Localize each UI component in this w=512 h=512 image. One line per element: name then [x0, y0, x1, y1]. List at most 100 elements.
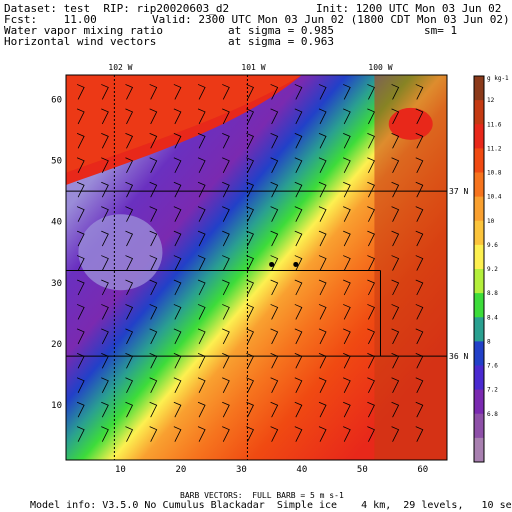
- wind-barb: [367, 84, 375, 100]
- wind-barb: [76, 132, 85, 149]
- colorbar-swatch: [474, 317, 484, 342]
- plot-frame: [65, 74, 448, 461]
- colorbar-swatch: [474, 124, 484, 149]
- wind-barb: [101, 108, 109, 125]
- wind-barb: [270, 328, 279, 345]
- x-tick-label: 30: [236, 465, 247, 475]
- wind-barb: [367, 304, 375, 320]
- wind-barb: [270, 181, 279, 198]
- wind-barb: [294, 132, 303, 149]
- wind-barb: [415, 352, 424, 369]
- y-tick-label: 10: [51, 401, 62, 411]
- wind-barb: [367, 255, 375, 271]
- wind-barb: [415, 401, 424, 418]
- wind-barb: [294, 352, 303, 369]
- wind-barb: [343, 206, 351, 222]
- longitude-label: 102 W: [108, 63, 132, 72]
- init-time: Init: 1200 UTC Mon 03 Jun 02: [316, 2, 502, 15]
- wind-barb: [294, 181, 303, 198]
- wind-barb: [367, 377, 375, 393]
- y-tick-label: 30: [51, 279, 62, 289]
- wind-barb: [318, 304, 327, 320]
- colorbar-swatch: [474, 244, 484, 270]
- wind-barb: [101, 426, 109, 442]
- wind-barb: [197, 157, 206, 173]
- wind-barb: [246, 279, 254, 296]
- wind-barb: [318, 255, 327, 271]
- wind-barb: [149, 157, 158, 173]
- wind-barb: [149, 377, 158, 393]
- wind-barb: [173, 401, 182, 418]
- wind-barb: [318, 132, 327, 149]
- wind-barb: [101, 84, 109, 100]
- wind-barb: [367, 279, 375, 296]
- wind-barb: [76, 157, 85, 173]
- wind-barb: [270, 426, 279, 442]
- wind-barb: [222, 181, 230, 198]
- wind-barb: [270, 132, 279, 149]
- wind-barb: [391, 230, 400, 247]
- wind-barb: [101, 328, 109, 345]
- wind-barb: [415, 304, 424, 320]
- wind-barb: [343, 328, 351, 345]
- wind-barb: [197, 304, 206, 320]
- wind-barb: [149, 279, 158, 296]
- forecast-hour: Fcst: 11.00: [4, 13, 97, 26]
- station-marker: [269, 261, 275, 267]
- wind-barb: [343, 304, 351, 320]
- wind-barb: [246, 132, 254, 149]
- wind-barb: [367, 230, 375, 247]
- wind-barb: [125, 426, 134, 442]
- wind-barb: [270, 304, 279, 320]
- colorbar-swatch: [474, 365, 484, 391]
- wind-barb: [101, 157, 109, 173]
- colorbar-swatch: [474, 437, 484, 463]
- wind-barb: [270, 206, 279, 222]
- wind-barb: [246, 255, 254, 271]
- wind-barb: [246, 377, 254, 393]
- wind-barb: [294, 230, 303, 247]
- colorbar-label: 10: [487, 218, 495, 225]
- wind-barb: [415, 279, 424, 296]
- wind-barb: [76, 230, 85, 247]
- wind-barb: [173, 255, 182, 271]
- wind-barb: [222, 157, 230, 173]
- wind-barb: [222, 352, 230, 369]
- wind-barb: [318, 426, 327, 442]
- wind-barb: [318, 157, 327, 173]
- wind-barb: [246, 108, 254, 125]
- colorbar-label: 11.2: [487, 145, 502, 152]
- wind-barb: [415, 181, 424, 198]
- wind-barb: [76, 108, 85, 125]
- wind-barb: [173, 181, 182, 198]
- wind-barb: [125, 132, 134, 149]
- wind-barb: [318, 279, 327, 296]
- wind-barb: [367, 328, 375, 345]
- wind-barb: [197, 328, 206, 345]
- wind-barb: [294, 206, 303, 222]
- wind-barb: [222, 206, 230, 222]
- field2-name: Horizontal wind vectors: [4, 35, 157, 48]
- wind-barb: [125, 377, 134, 393]
- wind-barb: [270, 255, 279, 271]
- colorbar-label: 8.4: [487, 314, 498, 321]
- dry-core: [78, 214, 163, 291]
- wind-barb: [318, 352, 327, 369]
- wind-barb: [222, 426, 230, 442]
- wind-barb: [367, 181, 375, 198]
- wind-barb: [173, 352, 182, 369]
- wind-barb: [246, 401, 254, 418]
- colorbar-label: 9.6: [487, 242, 498, 249]
- wind-barb: [173, 206, 182, 222]
- wind-barb: [101, 304, 109, 320]
- wind-barb: [318, 328, 327, 345]
- wind-barb: [125, 255, 134, 271]
- wind-barb: [222, 279, 230, 296]
- wind-barb: [125, 304, 134, 320]
- wind-barb: [367, 157, 375, 173]
- wind-barb: [415, 206, 424, 222]
- wind-barb: [101, 230, 109, 247]
- wind-barb: [125, 157, 134, 173]
- wind-barb: [391, 255, 400, 271]
